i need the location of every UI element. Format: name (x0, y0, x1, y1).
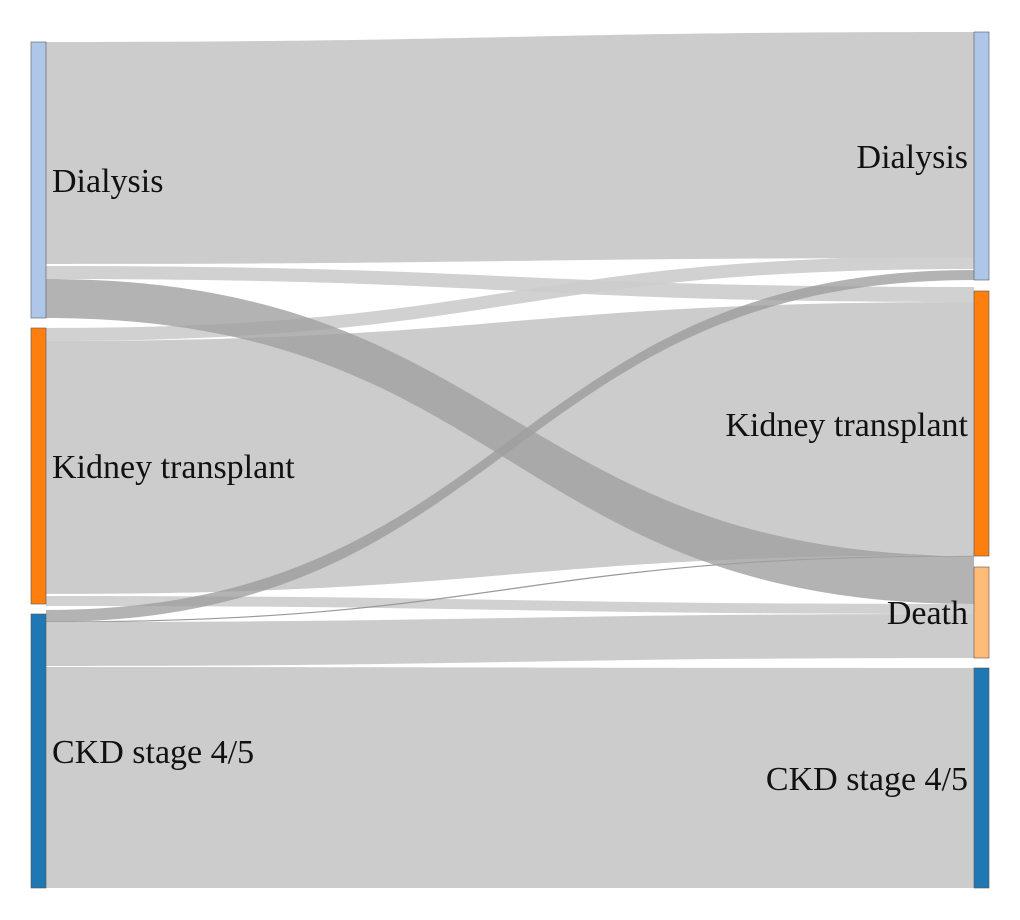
link-dialysis-to-death[interactable] (46, 279, 974, 604)
label-death-right: Death (887, 595, 968, 632)
label-transplant-left: Kidney transplant (52, 449, 295, 486)
right-nodes (973, 31, 990, 889)
left-nodes (30, 41, 47, 889)
labels: Dialysis Kidney transplant CKD stage 4/5… (52, 139, 969, 798)
link-ckd-to-death[interactable] (46, 614, 974, 666)
link-dialysis-to-dialysis[interactable] (46, 32, 974, 264)
node-ckd-right[interactable] (973, 667, 990, 889)
node-transplant-left[interactable] (30, 327, 47, 605)
link-dialysis-to-transplant[interactable] (46, 266, 974, 302)
link-ckd-to-ckd[interactable] (46, 667, 974, 888)
node-dialysis-left[interactable] (30, 41, 47, 319)
link-transplant-to-dialysis[interactable] (46, 256, 974, 341)
label-ckd-right: CKD stage 4/5 (766, 761, 968, 798)
label-dialysis-right: Dialysis (857, 139, 968, 176)
link-transplant-to-death[interactable] (46, 596, 974, 614)
node-transplant-right[interactable] (973, 290, 990, 557)
label-transplant-right: Kidney transplant (725, 407, 968, 444)
node-death-right[interactable] (973, 566, 990, 659)
links (45, 32, 975, 888)
node-ckd-left[interactable] (30, 613, 47, 889)
label-ckd-left: CKD stage 4/5 (52, 734, 254, 771)
label-dialysis-left: Dialysis (52, 163, 163, 200)
node-dialysis-right[interactable] (973, 31, 990, 281)
